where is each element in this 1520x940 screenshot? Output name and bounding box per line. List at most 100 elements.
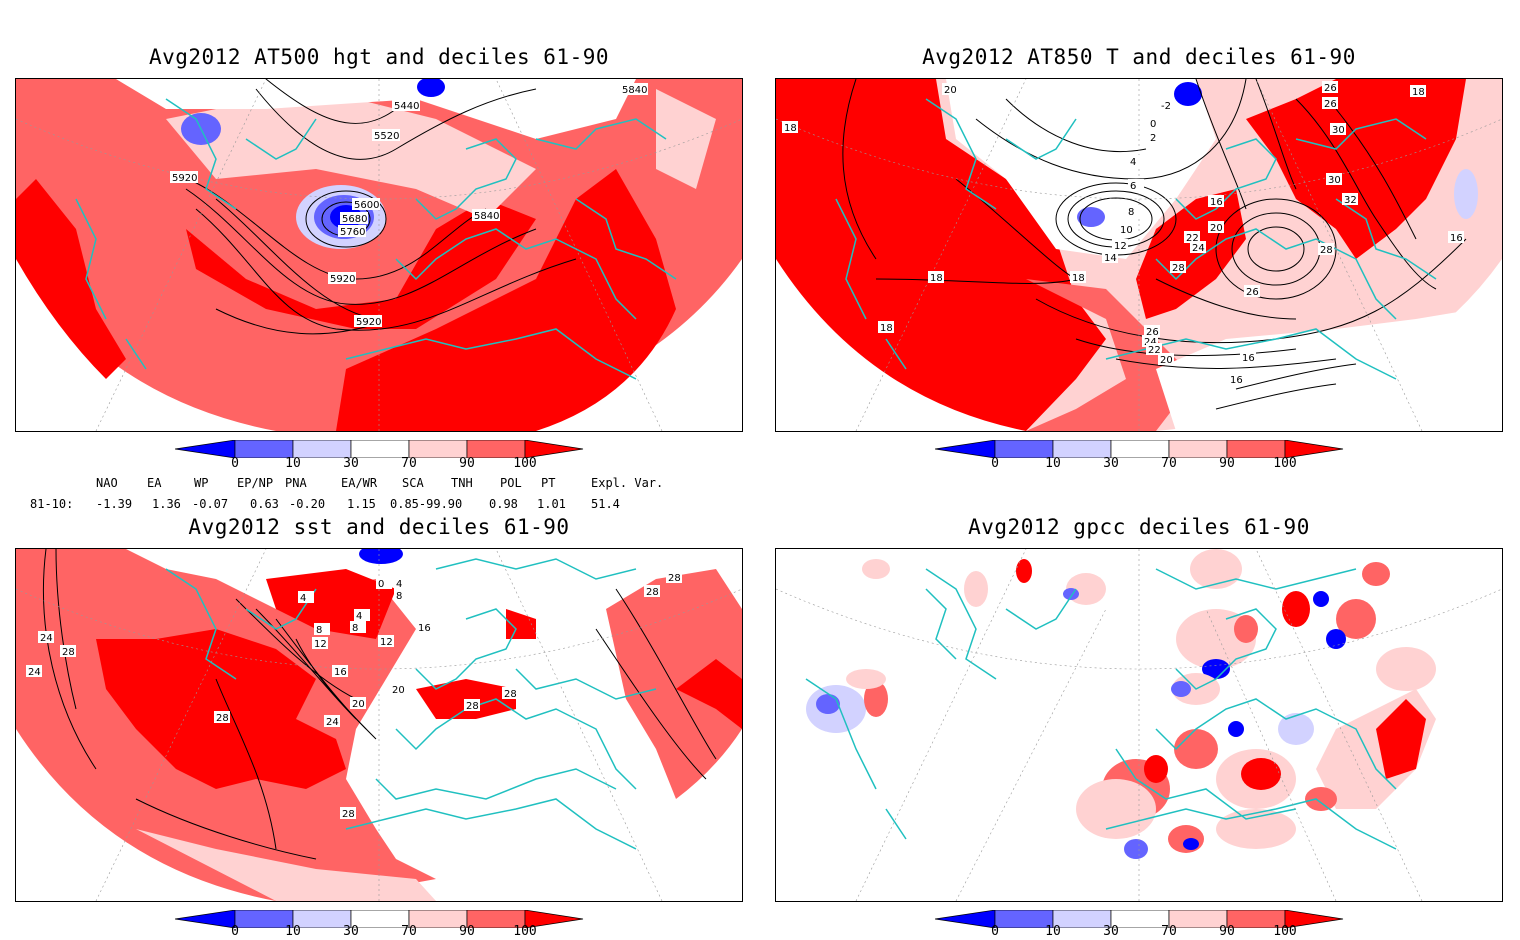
- index-header: NAO: [96, 476, 118, 490]
- colorbar-tick: 100: [1273, 456, 1297, 471]
- blue-patch: [1077, 207, 1105, 227]
- contour-label: 30: [1328, 175, 1341, 186]
- index-value: 0.98: [489, 497, 518, 511]
- index-value: 0.63: [250, 497, 279, 511]
- strong-red-atlantic: [96, 629, 346, 789]
- colorbar-tick: 100: [513, 924, 537, 939]
- colorbar-tick: 30: [1103, 924, 1119, 939]
- contour-label: 22: [1186, 233, 1199, 244]
- contour-label: 28: [668, 573, 681, 584]
- colorbar-tick: 100: [513, 456, 537, 471]
- contour-label: 26: [1246, 287, 1259, 298]
- index-value: 1.15: [347, 497, 376, 511]
- contour-label: 22: [1148, 345, 1161, 356]
- colorbar-tick: 30: [343, 924, 359, 939]
- index-header: EA/WR: [341, 476, 378, 490]
- contour-label: 32: [1344, 195, 1357, 206]
- contour-label: 8: [352, 623, 358, 634]
- contour-label: 28: [1320, 245, 1333, 256]
- colorbar-tick: 90: [1219, 456, 1235, 471]
- contour-label: 28: [342, 809, 355, 820]
- contour-label: 4: [300, 593, 306, 604]
- colorbar-tick: 0: [991, 456, 999, 471]
- contour-label: 8: [1128, 207, 1134, 218]
- contour-label: 18: [784, 123, 797, 134]
- contour-label: 28: [216, 713, 229, 724]
- colorbar-tick: 10: [1045, 924, 1061, 939]
- colorbar-tick: 10: [285, 924, 301, 939]
- index-header: PT: [541, 476, 556, 490]
- contour-label: 24: [1192, 243, 1205, 254]
- panel-title-gpcc: Avg2012 gpcc deciles 61-90: [968, 515, 1310, 539]
- contour-label: 20: [352, 699, 365, 710]
- index-header: EP/NP: [237, 476, 274, 490]
- index-header: TNH: [451, 476, 473, 490]
- contour-label: 5760: [340, 227, 365, 238]
- colorbar-bottom-right: 0 10 30 70 90 100: [934, 909, 1345, 940]
- colorbar-tick: 90: [459, 456, 475, 471]
- colorbar-swatches: [934, 909, 1344, 929]
- map-panel-hgt500: 5440 5840 5520 5920 5600 5680 5760 5840 …: [15, 78, 743, 432]
- contour-label: 2: [1150, 133, 1156, 144]
- light-red-arctic: [656, 89, 716, 189]
- contour-label: 5520: [374, 131, 399, 142]
- contour-label: 18: [880, 323, 893, 334]
- colorbar-tick: 90: [459, 924, 475, 939]
- contour-label: 5920: [356, 317, 381, 328]
- index-value: -0.20: [289, 497, 326, 511]
- index-value: -1.39: [96, 497, 133, 511]
- contour-label: 8: [396, 591, 402, 602]
- colorbar-tick: 70: [401, 456, 417, 471]
- contour-label: 18: [930, 273, 943, 284]
- contour-label: 24: [40, 633, 53, 644]
- contour-label: 10: [1120, 225, 1133, 236]
- colorbar-tick: 70: [1161, 924, 1177, 939]
- blue-patch-2: [417, 79, 445, 97]
- mid-red-band: [1026, 279, 1196, 431]
- strong-red-south: [336, 169, 676, 431]
- contour-label: 24: [1144, 337, 1157, 348]
- contour-label: 16: [1242, 353, 1255, 364]
- colorbar-top-left: 0 10 30 70 90 100: [174, 439, 585, 471]
- contour-label: 4: [396, 579, 402, 590]
- map-sst: 0 4 8 28 28 24 4 4 8 8 12 16 12 28 16 20…: [16, 549, 742, 901]
- contour-label: 12: [1114, 241, 1127, 252]
- colorbar-tick: 0: [991, 924, 999, 939]
- strong-red-east: [1246, 79, 1466, 259]
- colorbar-tick: 90: [1219, 924, 1235, 939]
- index-header: WP: [194, 476, 209, 490]
- light-red-patch: [166, 89, 536, 219]
- contour-label: 20: [1210, 223, 1223, 234]
- colorbar-swatches: [174, 439, 584, 459]
- contour-label: 18: [1072, 273, 1085, 284]
- colorbar-top-right: 0 10 30 70 90 100: [934, 439, 1345, 471]
- contour-label: 20: [392, 685, 405, 696]
- contour-label: 0: [378, 579, 384, 590]
- contour-label: 4: [356, 611, 362, 622]
- index-value: -0.07: [192, 497, 229, 511]
- contour-label: 5680: [342, 214, 367, 225]
- blue-patch-2: [1174, 82, 1202, 106]
- contour-label: 5920: [172, 173, 197, 184]
- panel-title-t850: Avg2012 AT850 T and deciles 61-90: [922, 45, 1356, 69]
- contour-label: 20: [1160, 355, 1173, 366]
- contour-label: 5600: [354, 200, 379, 211]
- index-value: 51.4: [591, 497, 620, 511]
- colorbar-tick: 30: [343, 456, 359, 471]
- map-t850: 20 -2 0 2 18 26 26 18 30 4 6 30 16 32 8 …: [776, 79, 1502, 431]
- contour-label: 26: [1324, 99, 1337, 110]
- strong-red-east: [676, 659, 742, 729]
- map-panel-t850: 20 -2 0 2 18 26 26 18 30 4 6 30 16 32 8 …: [775, 78, 1503, 432]
- contour-label: 28: [646, 587, 659, 598]
- contour-label: 5920: [330, 274, 355, 285]
- index-header: Expl. Var.: [591, 476, 664, 490]
- map-hgt500: 5440 5840 5520 5920 5600 5680 5760 5840 …: [16, 79, 742, 431]
- contour-label: 26: [1146, 327, 1159, 338]
- contour-label: 0: [1150, 119, 1156, 130]
- colorbar-tick: 100: [1273, 924, 1297, 939]
- contour-label: 16: [1450, 233, 1463, 244]
- contour-label: 12: [380, 637, 393, 648]
- map-gpcc: [776, 549, 1502, 901]
- index-value: 1.36: [152, 497, 181, 511]
- contour-label: 12: [314, 639, 327, 650]
